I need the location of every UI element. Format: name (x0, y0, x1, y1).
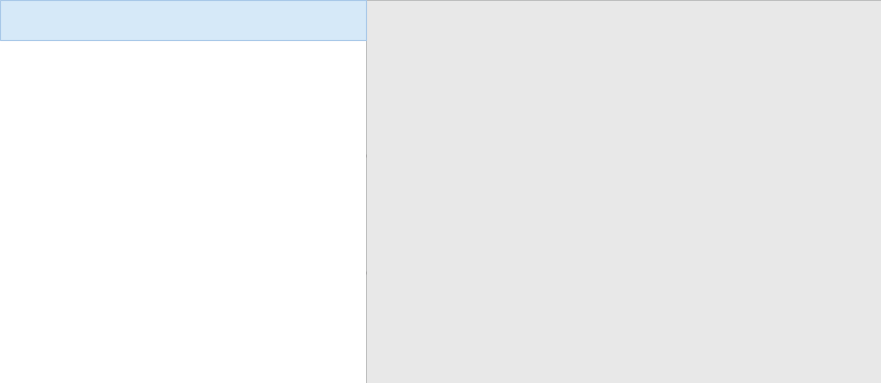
Text: 2447.00: 2447.00 (209, 205, 255, 215)
Bar (53, 363, 359, 383)
X-axis label: Count: Count (623, 40, 659, 53)
Bar (53, 168, 359, 196)
Bar (427, 247, 589, 299)
Text: %: % (303, 149, 315, 159)
Bar (427, 130, 835, 183)
Bar (53, 252, 359, 280)
Bar (53, 336, 359, 363)
Text: count: count (209, 149, 240, 159)
Text: ▼  Date Pattern Frequency Statistics: ▼ Date Pattern Frequency Statistics (37, 110, 278, 123)
Bar (53, 140, 359, 168)
Text: N/A: N/A (303, 177, 323, 187)
Text: yyyy dd MM: yyyy dd MM (58, 205, 125, 215)
Text: ▼  Column:tdq_calendar.CAL_DATE: ▼ Column:tdq_calendar.CAL_DATE (20, 49, 246, 62)
Y-axis label: Value: Value (337, 187, 350, 219)
Text: ▼  Analysis Results: ▼ Analysis Results (11, 11, 144, 24)
Bar (53, 308, 359, 336)
Text: value: value (58, 149, 89, 159)
Text: yyyy MM dd: yyyy MM dd (58, 177, 125, 187)
Text: ▶  Pattern Low Frequency Statistics: ▶ Pattern Low Frequency Statistics (37, 82, 273, 95)
Bar (53, 224, 359, 252)
Bar (53, 280, 359, 308)
Bar (53, 196, 359, 224)
Text: 6209.00: 6209.00 (209, 177, 255, 187)
Text: N/A: N/A (303, 205, 323, 215)
